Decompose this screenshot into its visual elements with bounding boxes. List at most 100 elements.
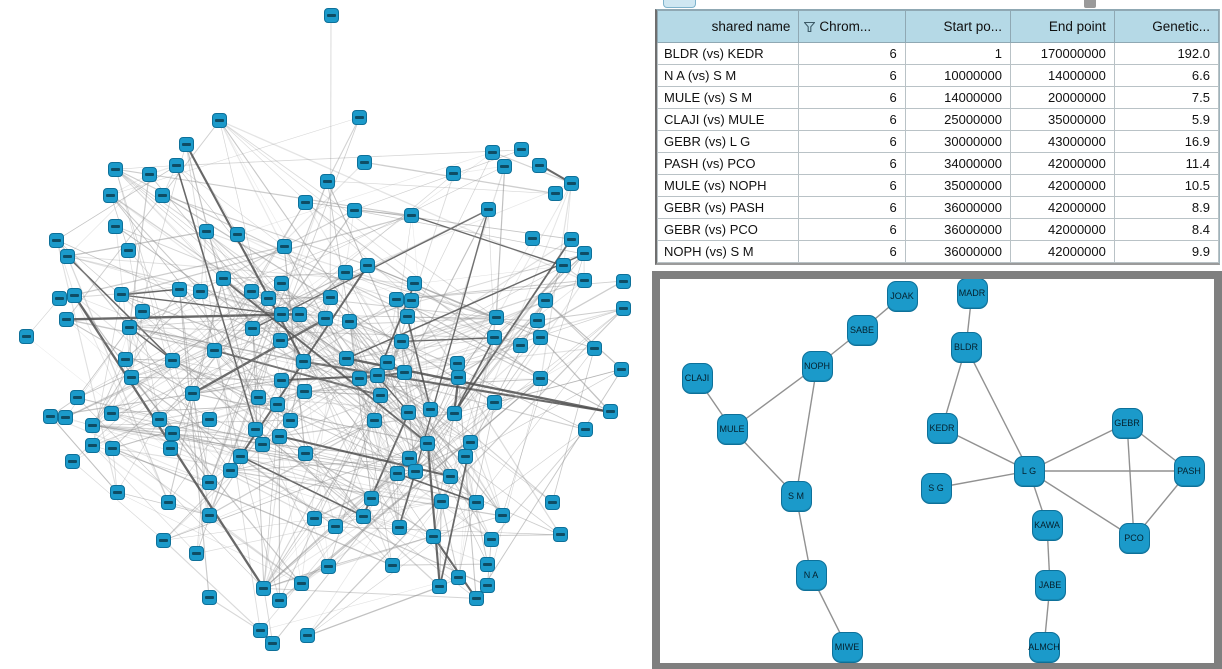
edge[interactable] [263, 497, 372, 589]
edge[interactable] [458, 402, 496, 578]
graph-node[interactable] [273, 276, 289, 292]
edge[interactable] [397, 472, 451, 477]
graph-node[interactable] [576, 246, 592, 262]
edge[interactable] [545, 300, 595, 349]
edge[interactable] [129, 291, 252, 328]
graph-node[interactable] [293, 576, 309, 592]
edge[interactable] [240, 456, 280, 601]
edge[interactable] [230, 453, 306, 472]
table-row[interactable]: GEBR (vs) PASH 6 36000000 42000000 8.9 [656, 196, 1220, 219]
graph-node[interactable] [468, 494, 484, 510]
edge[interactable] [409, 300, 413, 459]
edge[interactable] [414, 209, 490, 472]
edge[interactable] [414, 265, 564, 285]
edge[interactable] [66, 319, 231, 472]
edge[interactable] [268, 296, 331, 300]
graph-node[interactable] [552, 527, 568, 543]
edge[interactable] [121, 294, 282, 315]
edge[interactable] [415, 300, 546, 472]
edge[interactable] [200, 290, 282, 315]
column-header-chrom---[interactable]: Chrom... [798, 10, 906, 43]
edge[interactable] [427, 347, 595, 444]
edge[interactable] [387, 362, 553, 503]
edge[interactable] [178, 289, 210, 598]
edge[interactable] [401, 337, 495, 343]
graph-node[interactable] [468, 590, 484, 606]
edge[interactable] [111, 412, 173, 434]
edge[interactable] [307, 308, 624, 637]
edge[interactable] [260, 577, 459, 631]
edge[interactable] [346, 253, 585, 360]
edge[interactable] [208, 597, 261, 632]
edge[interactable] [289, 238, 572, 421]
preview-node-pco[interactable]: PCO [1118, 522, 1150, 554]
preview-node-bldr[interactable]: BLDR [950, 331, 982, 363]
graph-node[interactable] [404, 293, 420, 309]
edge[interactable] [279, 345, 521, 437]
edge[interactable] [280, 340, 378, 377]
edge[interactable] [406, 316, 432, 411]
graph-node[interactable] [67, 288, 83, 304]
graph-node[interactable] [251, 390, 267, 406]
edge[interactable] [465, 368, 623, 457]
graph-node[interactable] [396, 365, 412, 381]
edge[interactable] [326, 117, 361, 182]
edge[interactable] [115, 168, 416, 472]
edge[interactable] [222, 278, 429, 444]
edge[interactable] [77, 397, 265, 589]
edge[interactable] [77, 326, 130, 398]
edge[interactable] [65, 417, 434, 537]
edge[interactable] [345, 272, 489, 565]
graph-node[interactable] [270, 397, 286, 413]
edge[interactable] [92, 419, 160, 447]
edge[interactable] [537, 308, 624, 321]
edge[interactable] [495, 166, 506, 318]
edge[interactable] [335, 526, 561, 536]
edge[interactable] [92, 362, 388, 446]
edge[interactable] [192, 392, 428, 444]
graph-node[interactable] [59, 248, 75, 264]
edge[interactable] [110, 117, 360, 196]
column-header-genetic---[interactable]: Genetic... [1113, 10, 1220, 43]
edge[interactable] [162, 194, 369, 266]
graph-node[interactable] [273, 306, 289, 322]
graph-node[interactable] [155, 187, 171, 203]
graph-node[interactable] [120, 242, 136, 258]
graph-node[interactable] [201, 507, 217, 523]
edge[interactable] [112, 418, 210, 449]
graph-node[interactable] [480, 202, 496, 218]
graph-node[interactable] [544, 494, 560, 510]
edge[interactable] [440, 500, 492, 541]
edge[interactable] [163, 402, 495, 541]
edge[interactable] [219, 120, 389, 364]
graph-node[interactable] [245, 321, 261, 337]
edge[interactable] [349, 321, 405, 373]
graph-node[interactable] [483, 532, 499, 548]
graph-node[interactable] [497, 158, 513, 174]
graph-node[interactable] [406, 276, 422, 292]
edge[interactable] [465, 456, 503, 517]
edge[interactable] [407, 316, 538, 321]
graph-node[interactable] [563, 175, 579, 191]
edge[interactable] [163, 500, 442, 541]
edge[interactable] [163, 442, 428, 541]
edge[interactable] [129, 326, 280, 437]
edge[interactable] [111, 272, 346, 414]
edge[interactable] [192, 278, 224, 394]
graph-node[interactable] [117, 351, 133, 367]
graph-node[interactable] [201, 590, 217, 606]
edge[interactable] [490, 429, 587, 541]
edge[interactable] [196, 500, 442, 554]
graph-node[interactable] [487, 395, 503, 411]
edge[interactable] [304, 363, 458, 455]
edge[interactable] [240, 455, 364, 517]
edge[interactable] [414, 283, 497, 319]
graph-node[interactable] [488, 310, 504, 326]
edge[interactable] [263, 535, 434, 589]
table-row[interactable]: MULE (vs) S M 6 14000000 20000000 7.5 [656, 86, 1220, 109]
edge[interactable] [72, 291, 252, 462]
edge[interactable] [458, 442, 472, 578]
table-row[interactable]: N A (vs) S M 6 10000000 14000000 6.6 [656, 64, 1220, 87]
graph-node[interactable] [58, 409, 74, 425]
edge[interactable] [475, 368, 623, 599]
